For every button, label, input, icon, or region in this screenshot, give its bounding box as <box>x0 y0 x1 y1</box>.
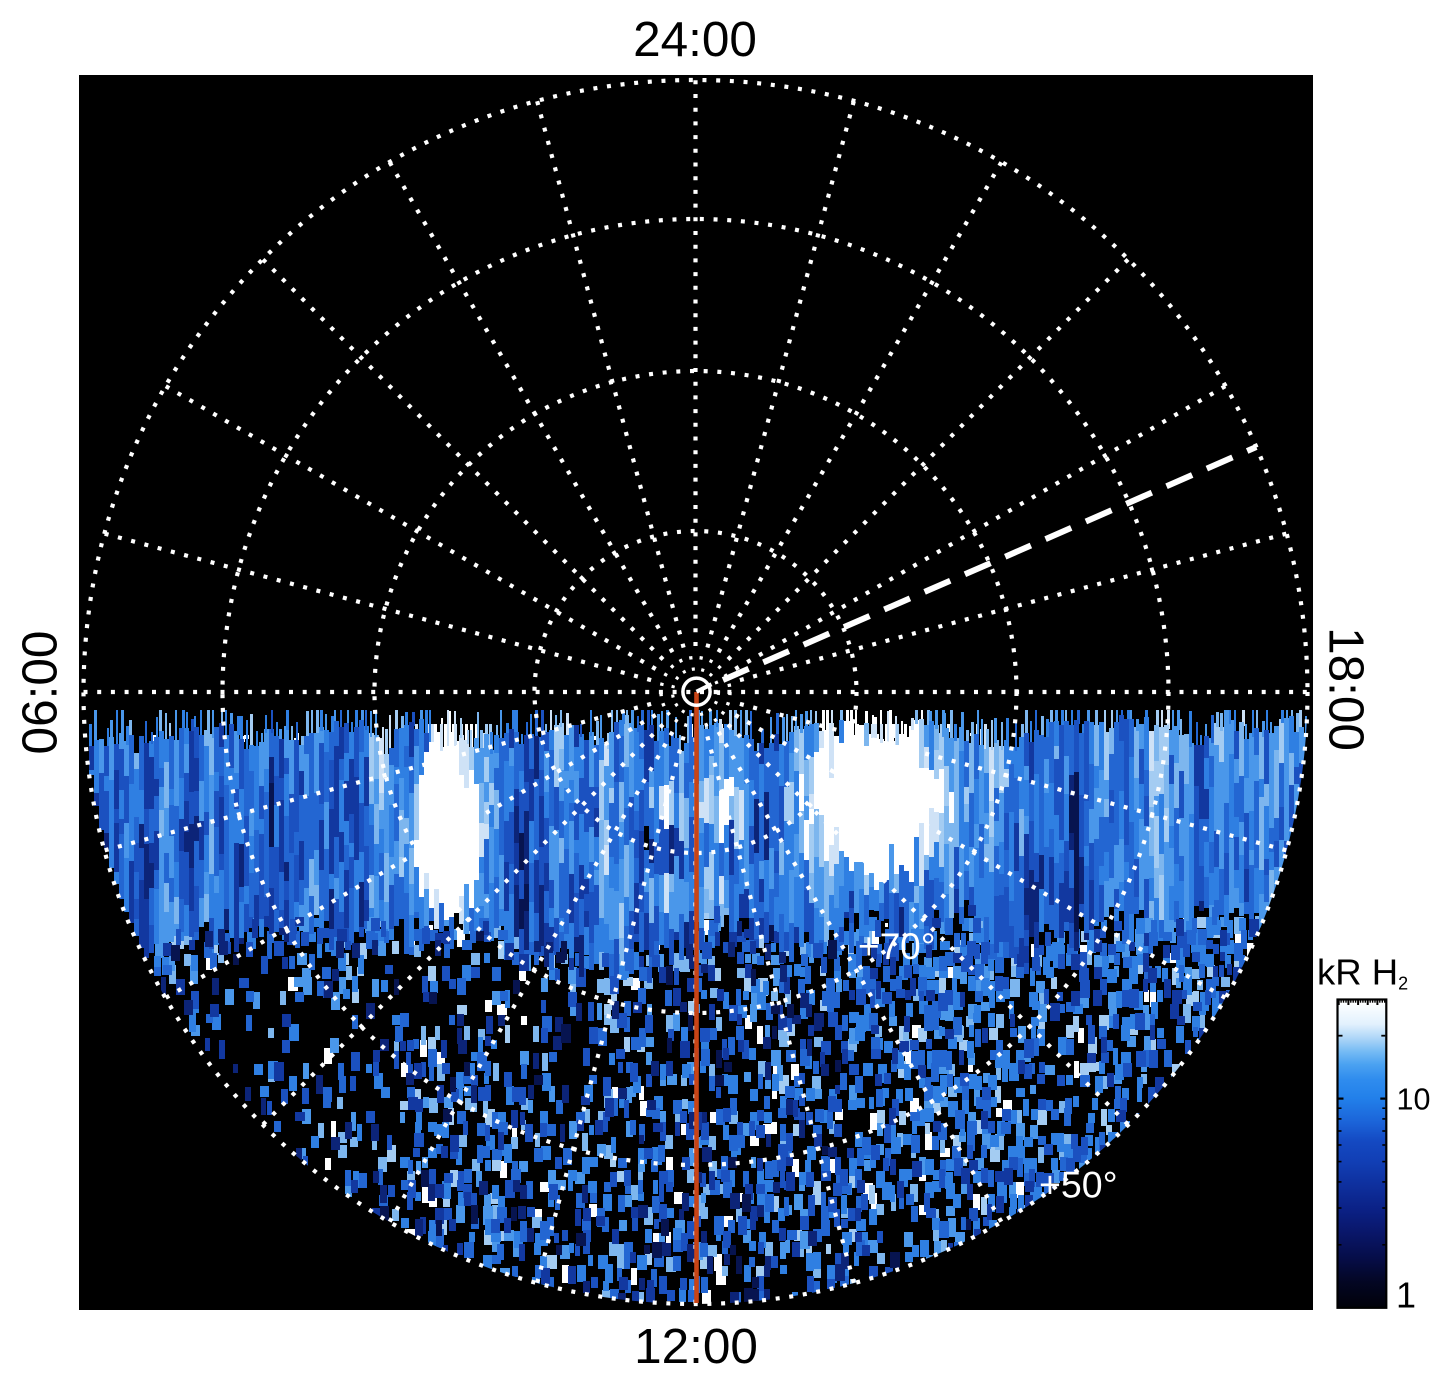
svg-text:24:00: 24:00 <box>633 12 757 67</box>
svg-text:10: 10 <box>1397 1083 1431 1117</box>
svg-text:+70°: +70° <box>858 926 936 967</box>
svg-text:06:00: 06:00 <box>13 631 68 755</box>
svg-text:12:00: 12:00 <box>634 1319 758 1374</box>
svg-text:kR H2: kR H2 <box>1317 952 1408 994</box>
svg-text:18:00: 18:00 <box>1319 627 1374 751</box>
svg-text:1: 1 <box>1396 1275 1416 1316</box>
svg-text:+50°: +50° <box>1039 1164 1118 1206</box>
